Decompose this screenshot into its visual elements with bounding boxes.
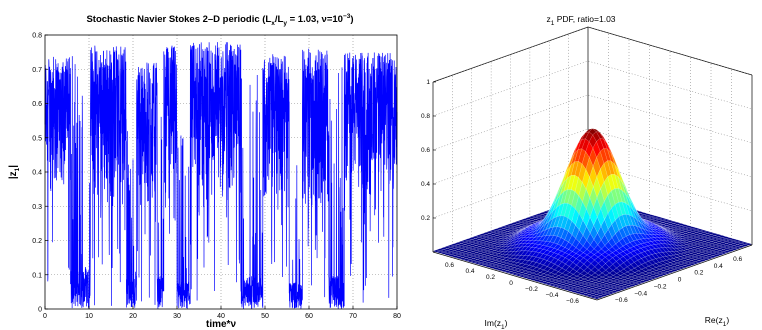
y-tick-label: 0.3 — [32, 204, 42, 211]
z-gridline — [432, 26, 753, 83]
surface-patch — [592, 296, 601, 300]
z-tick-label: 1 — [426, 79, 430, 86]
im-tick-label: 0 — [509, 280, 513, 287]
x-tick-label: 80 — [393, 313, 401, 320]
pdf-ylabel: Re(z1) — [705, 315, 730, 328]
x-tick-label: 50 — [261, 313, 269, 320]
re-tick-label: −0.2 — [654, 283, 667, 290]
x-tick-label: 20 — [129, 313, 137, 320]
timeseries-line — [44, 42, 398, 309]
pdf-surface — [432, 128, 753, 300]
y-tick-label: 0.5 — [32, 135, 42, 142]
y-tick-label: 0.1 — [32, 272, 42, 279]
x-tick-label: 10 — [85, 313, 93, 320]
pdf-surface-chart: z1 PDF, ratio=1.03 0.2 0.4 0.6 0.8 1 0.6 0.4 0.… — [421, 14, 753, 330]
re-tick-label: −0.6 — [615, 297, 628, 304]
z-tick-label: 0.4 — [421, 181, 430, 188]
timeseries-chart: Stochastic Navier Stokes 2–D periodic (L… — [8, 13, 401, 330]
re-tick-label: 0.6 — [733, 256, 742, 263]
y-tick-label: 0.2 — [32, 238, 42, 245]
im-tick-label: 0.6 — [445, 262, 454, 269]
re-tick-label: −0.4 — [634, 290, 647, 297]
x-tick-label: 0 — [43, 313, 47, 320]
timeseries-xlabel: time*ν — [206, 319, 236, 330]
im-tick-label: −0.2 — [525, 286, 538, 293]
axes-front-floor-edge — [432, 244, 753, 301]
pdf-xlabel: Im(z1) — [485, 318, 508, 330]
y-tick-label: 0.7 — [32, 67, 42, 74]
timeseries-trace — [44, 42, 398, 309]
pdf-title: z1 PDF, ratio=1.03 — [546, 14, 615, 27]
pdf-ticks: 0.20.40.60.810.60.40.20−0.2−0.4−0.6 −0.6−… — [421, 79, 743, 305]
z-gridline — [432, 162, 753, 219]
timeseries-ticks: 0 10 20 30 40 50 60 70 80 0 0.1 0.2 0.3 0.4 0.5 0.6 0.7 0… — [32, 33, 401, 321]
z-tick-label: 0.6 — [421, 147, 430, 154]
x-tick-label: 30 — [173, 313, 181, 320]
im-tick-label: −0.6 — [566, 298, 579, 305]
x-tick-label: 40 — [217, 313, 225, 320]
axes-top-edge — [432, 26, 753, 83]
x-tick-label: 70 — [349, 313, 357, 320]
y-tick-label: 0 — [38, 307, 42, 314]
z-gridline — [432, 128, 753, 185]
z-gridline — [432, 94, 753, 151]
timeseries-ylabel: |z1| — [8, 165, 21, 179]
z-gridline — [432, 60, 753, 117]
re-tick-label: 0 — [678, 277, 682, 284]
y-tick-label: 0.6 — [32, 101, 42, 108]
re-tick-label: 0.2 — [694, 270, 703, 277]
y-tick-label: 0.8 — [32, 33, 42, 40]
im-tick-label: −0.4 — [546, 292, 559, 299]
z-tick-label: 0.8 — [421, 113, 430, 120]
x-tick-label: 60 — [305, 313, 313, 320]
timeseries-title: Stochastic Navier Stokes 2–D periodic (L… — [86, 13, 353, 27]
y-tick-label: 0.4 — [32, 170, 42, 177]
im-tick-label: 0.2 — [486, 274, 495, 281]
im-tick-label: 0.4 — [465, 268, 474, 275]
z-tick-label: 0.2 — [421, 215, 430, 222]
re-tick-label: 0.4 — [714, 263, 723, 270]
